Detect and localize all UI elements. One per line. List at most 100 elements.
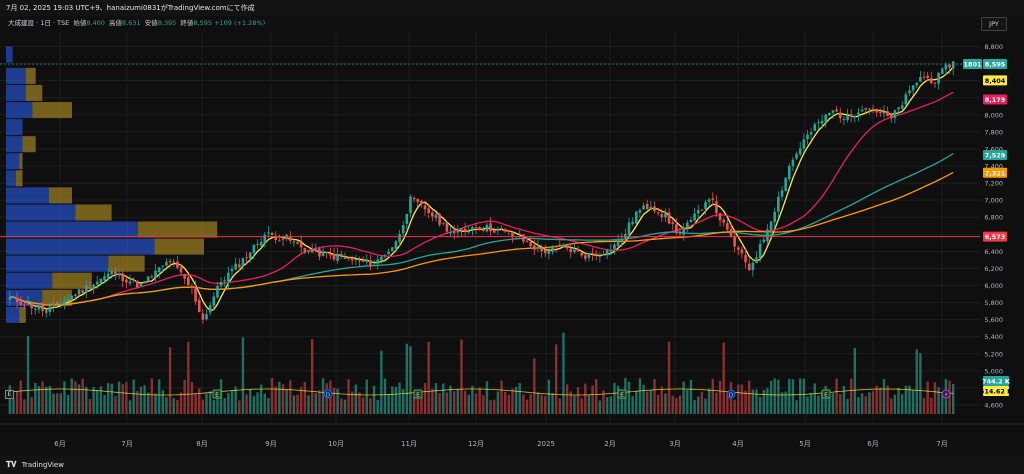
candle-body bbox=[325, 251, 329, 253]
footer: 𝐓𝐕 TradingView bbox=[0, 456, 1024, 474]
x-tick-label: 9月 bbox=[265, 440, 276, 448]
volume-bar bbox=[809, 393, 813, 414]
candle-body bbox=[463, 228, 467, 232]
earnings-icon bbox=[821, 389, 831, 399]
volume-bar bbox=[569, 391, 572, 414]
volume-bar bbox=[314, 393, 317, 414]
earnings-left-icon[interactable]: E bbox=[5, 390, 14, 399]
volume-bar bbox=[704, 398, 707, 414]
candle-body bbox=[824, 114, 827, 123]
volume-bar bbox=[576, 387, 580, 414]
candle-body bbox=[605, 250, 609, 256]
volume-profile-up-bar bbox=[6, 84, 26, 102]
candle-body bbox=[842, 118, 846, 120]
candle-body bbox=[940, 68, 944, 74]
candle-body bbox=[922, 76, 926, 78]
ohlc-low-value: 8,395 bbox=[157, 19, 177, 27]
volume-profile-down-bar bbox=[22, 136, 36, 153]
candle-body bbox=[252, 244, 256, 254]
y-tick-label: 6,400 bbox=[984, 248, 1003, 256]
volume-bar bbox=[525, 399, 529, 414]
candle-body bbox=[562, 244, 565, 248]
candle-body bbox=[259, 241, 263, 246]
candle-body bbox=[584, 255, 587, 259]
dividend-icon-label: D bbox=[326, 393, 330, 399]
y-tick-label: 6,200 bbox=[984, 265, 1003, 273]
candle-body bbox=[853, 116, 857, 118]
volume-bar bbox=[755, 389, 758, 414]
candle-body bbox=[809, 132, 813, 135]
volume-bar bbox=[249, 388, 252, 414]
volume-bar bbox=[780, 392, 784, 414]
volume-profile-up-bar bbox=[6, 306, 20, 323]
candle-body bbox=[937, 72, 940, 84]
chart-plot[interactable]: 4,6004,8005,0005,2005,4005,6005,8006,000… bbox=[0, 16, 1024, 456]
volume-bar bbox=[842, 385, 846, 414]
volume-bar bbox=[354, 384, 358, 414]
volume-bar bbox=[857, 397, 860, 414]
candle-body bbox=[908, 90, 911, 94]
earnings-icon bbox=[413, 389, 423, 399]
y-tick-label: 8,000 bbox=[984, 111, 1003, 119]
volume-bar bbox=[252, 396, 256, 414]
earnings-icon-label: E bbox=[824, 393, 828, 399]
volume-bar bbox=[427, 341, 430, 414]
y-tick-label: 5,600 bbox=[984, 316, 1003, 324]
candle-body bbox=[795, 153, 798, 159]
volume-bar bbox=[813, 383, 816, 414]
volume-bar bbox=[784, 391, 787, 414]
volume-bar bbox=[682, 381, 685, 414]
x-tick-label: 12月 bbox=[468, 440, 484, 448]
volume-bar bbox=[55, 393, 59, 414]
candle-body bbox=[354, 259, 358, 261]
volume-bar bbox=[540, 394, 543, 414]
currency-badge[interactable]: JPY bbox=[981, 17, 1007, 31]
candle-body bbox=[740, 249, 744, 254]
candle-body bbox=[747, 263, 751, 271]
candle-body bbox=[416, 198, 420, 202]
volume-bar bbox=[919, 353, 922, 414]
candle-body bbox=[638, 210, 642, 213]
volume-bar bbox=[292, 395, 296, 414]
volume-bar bbox=[584, 383, 587, 414]
candle-body bbox=[296, 242, 299, 244]
volume-bar bbox=[391, 386, 394, 414]
candle-body bbox=[598, 255, 602, 257]
candle-body bbox=[452, 230, 456, 234]
volume-bar bbox=[748, 380, 751, 414]
volume-profile-up-bar bbox=[6, 255, 109, 272]
volume-bar bbox=[168, 347, 172, 414]
price-label-box bbox=[983, 75, 1007, 86]
volume-bar bbox=[820, 393, 824, 414]
candle-body bbox=[245, 257, 248, 259]
candle-body bbox=[755, 257, 758, 264]
brand-name: TradingView bbox=[21, 461, 64, 469]
volume-bar bbox=[340, 398, 343, 414]
volume-bar bbox=[8, 385, 12, 414]
candle-body bbox=[828, 112, 831, 116]
volume-bar bbox=[879, 387, 882, 414]
volume-bar bbox=[860, 393, 864, 414]
volume-profile-up-bar bbox=[6, 272, 53, 289]
candle-body bbox=[190, 285, 194, 288]
candle-body bbox=[201, 313, 205, 320]
candle-body bbox=[500, 228, 503, 230]
volume-bar bbox=[675, 398, 678, 414]
volume-bar bbox=[267, 398, 270, 414]
candle-body bbox=[875, 109, 878, 113]
change-value: +109 (+1.28%) bbox=[214, 19, 266, 27]
candle-body bbox=[154, 270, 157, 278]
volume-bar bbox=[296, 394, 299, 414]
volume-bar bbox=[697, 396, 700, 414]
volume-bar bbox=[806, 396, 809, 414]
volume-bar bbox=[63, 381, 66, 414]
volume-profile-up-bar bbox=[6, 187, 49, 204]
candle-body bbox=[511, 231, 514, 237]
candle-body bbox=[729, 228, 733, 237]
candle-body bbox=[179, 267, 183, 273]
volume-profile-up-bar bbox=[6, 238, 155, 255]
x-tick-label: 3月 bbox=[669, 440, 680, 448]
volume-bar bbox=[161, 390, 164, 414]
candle-body bbox=[383, 255, 387, 257]
candle-body bbox=[343, 257, 347, 259]
